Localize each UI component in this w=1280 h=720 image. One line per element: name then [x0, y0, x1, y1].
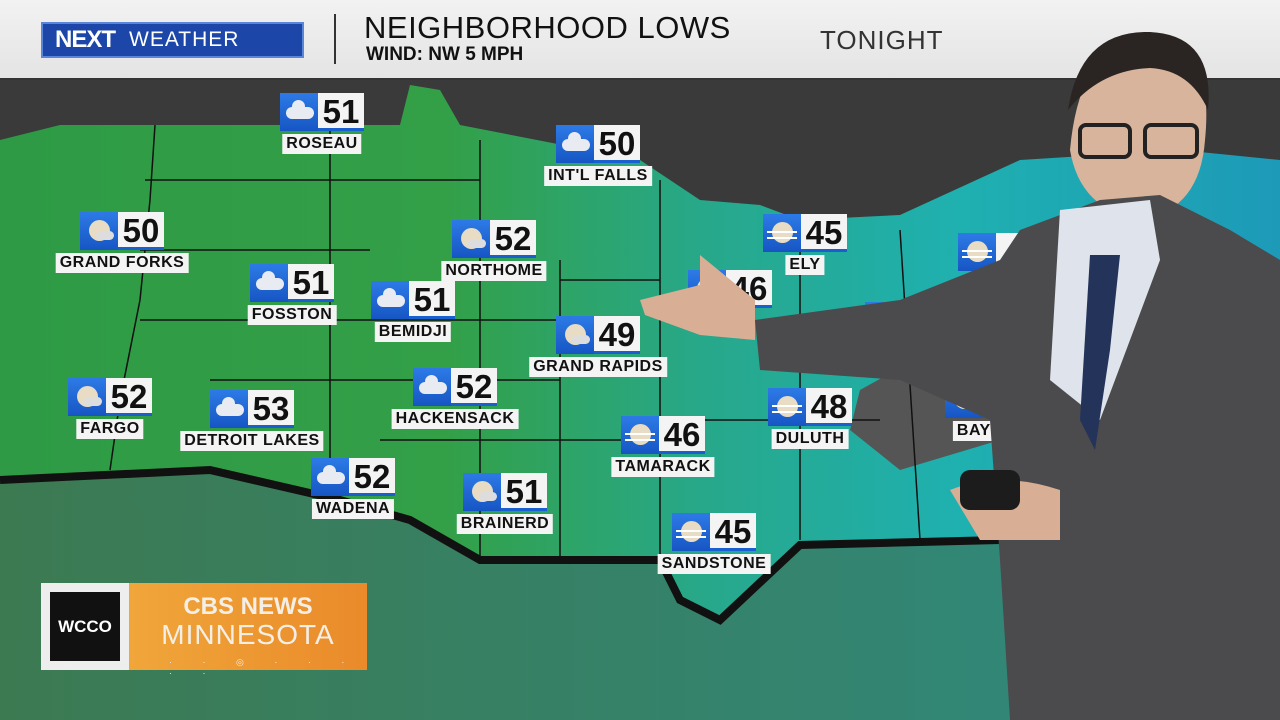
low-temp: 4	[983, 380, 1029, 418]
partly-cloudy-night-icon	[68, 378, 106, 416]
header-bar: NEXT WEATHER NEIGHBORHOOD LOWS WIND: NW …	[0, 0, 1280, 80]
low-temp: 46	[726, 270, 772, 308]
station-marker: 46	[688, 270, 772, 308]
station-marker: 51 BRAINERD	[456, 473, 554, 534]
station-name: NORTHOME	[441, 261, 547, 281]
station-name: GRAND RAPIDS	[529, 357, 667, 377]
station-name: GRAND FORKS	[55, 253, 189, 273]
wind-subtitle: WIND: NW 5 MPH	[366, 44, 524, 65]
cloudy-icon	[250, 264, 288, 302]
station-marker: 50 GRAND FORKS	[55, 212, 189, 273]
station-name: INT'L FALLS	[544, 166, 652, 186]
station-name: GRAN	[971, 274, 1029, 294]
clear-night-icon	[945, 380, 983, 418]
station-name: TAMARACK	[611, 457, 715, 477]
station-marker: 52 WADENA	[311, 458, 395, 519]
station-name: BEMIDJI	[374, 322, 452, 342]
station-marker: 52 NORTHOME	[441, 220, 547, 281]
station-name: DULUTH	[771, 429, 849, 449]
low-temp: 45	[710, 513, 756, 551]
low-temp: 49	[594, 316, 640, 354]
station-marker: 51 ROSEAU	[280, 93, 364, 154]
hazy-moon-icon	[688, 270, 726, 308]
station-name: ELY	[785, 255, 825, 275]
low-temp: 50	[118, 212, 164, 250]
partly-cloudy-night-icon	[452, 220, 490, 258]
hazy-moon-icon	[672, 513, 710, 551]
cloudy-icon	[210, 390, 248, 428]
station-marker: 4	[865, 302, 949, 340]
station-marker: 46 TAMARACK	[611, 416, 715, 477]
low-temp: 53	[248, 390, 294, 428]
hazy-moon-icon	[763, 214, 801, 252]
hazy-moon-icon	[768, 388, 806, 426]
cloudy-icon	[413, 368, 451, 406]
low-temp: 50	[594, 125, 640, 163]
station-marker: 50 INT'L FALLS	[544, 125, 652, 186]
station-marker: 52 FARGO	[68, 378, 152, 439]
cloudy-icon	[371, 281, 409, 319]
low-temp: 52	[451, 368, 497, 406]
station-marker: 49 GRAND RAPIDS	[529, 316, 667, 377]
low-temp	[996, 233, 1042, 271]
progress-dots: · · ◎ · · · · ·	[169, 657, 359, 678]
partly-cloudy-night-icon	[80, 212, 118, 250]
low-temp: 51	[409, 281, 455, 319]
station-name: ROSEAU	[282, 134, 362, 154]
station-marker: 45 ELY	[763, 214, 847, 275]
station-marker: 4 BAYFIE	[945, 380, 1029, 441]
station-marker: 51 BEMIDJI	[371, 281, 455, 342]
low-temp: 52	[349, 458, 395, 496]
low-temp: 51	[318, 93, 364, 131]
region-name: MINNESOTA	[161, 619, 335, 650]
low-temp: 4	[903, 302, 949, 340]
next-weather-logo: NEXT WEATHER	[41, 22, 304, 58]
low-temp: 45	[801, 214, 847, 252]
cloudy-icon	[311, 458, 349, 496]
page-title: NEIGHBORHOOD LOWS	[364, 10, 731, 45]
network-banner: CBS NEWS MINNESOTA · · ◎ · · · · ·	[129, 583, 367, 678]
station-name: FARGO	[76, 419, 144, 439]
station-marker: 53 DETROIT LAKES	[180, 390, 324, 451]
low-temp: 48	[806, 388, 852, 426]
station-name: WADENA	[311, 499, 395, 519]
divider	[334, 14, 336, 64]
station-marker: 51 FOSSTON	[247, 264, 337, 325]
low-temp: 51	[288, 264, 334, 302]
network-name: CBS NEWS	[183, 593, 313, 620]
hazy-moon-icon	[958, 233, 996, 271]
partly-cloudy-night-icon	[556, 316, 594, 354]
hazy-moon-icon	[621, 416, 659, 454]
station-marker: 52 HACKENSACK	[391, 368, 519, 429]
logo-weather: WEATHER	[129, 28, 240, 51]
station-name: BRAINERD	[456, 514, 554, 534]
low-temp: 52	[490, 220, 536, 258]
station-marker: GRAN	[958, 233, 1042, 294]
low-temp: 52	[106, 378, 152, 416]
period-label: TONIGHT	[820, 25, 944, 55]
station-name: SANDSTONE	[657, 554, 771, 574]
logo-next: NEXT	[55, 26, 116, 53]
station-marker: 48 DULUTH	[768, 388, 852, 449]
low-temp: 51	[501, 473, 547, 511]
partly-cloudy-night-icon	[463, 473, 501, 511]
low-temp: 46	[659, 416, 705, 454]
station-name: FOSSTON	[247, 305, 337, 325]
hazy-moon-icon	[865, 302, 903, 340]
station-marker: 45 SANDSTONE	[657, 513, 771, 574]
station-name: DETROIT LAKES	[180, 431, 324, 451]
wcco-logo: WCCO	[50, 592, 120, 661]
station-name: BAYFIE	[952, 421, 1022, 441]
cloudy-icon	[556, 125, 594, 163]
station-name: HACKENSACK	[391, 409, 519, 429]
cbs-news-minnesota-bug: WCCO CBS NEWS MINNESOTA · · ◎ · · · · ·	[41, 583, 367, 678]
cloudy-icon	[280, 93, 318, 131]
